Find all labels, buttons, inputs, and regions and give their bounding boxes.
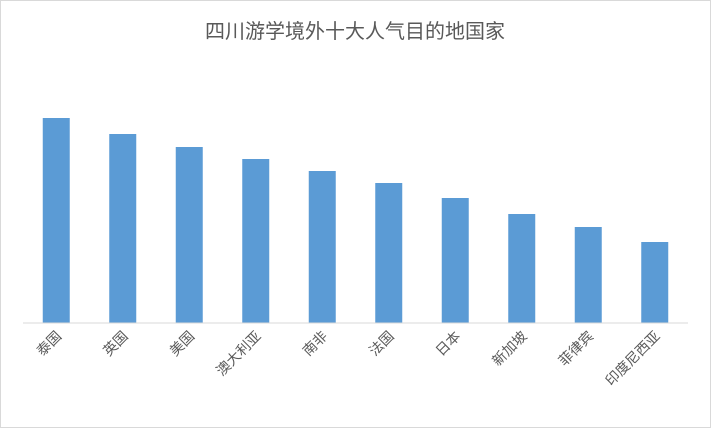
bar (441, 198, 469, 323)
bar (375, 183, 403, 323)
bar (109, 134, 137, 323)
bar (308, 171, 336, 323)
chart-title: 四川游学境外十大人气目的地国家 (205, 19, 505, 43)
bar (175, 147, 203, 323)
bar (508, 214, 536, 323)
bar (574, 227, 602, 323)
bar (42, 118, 70, 323)
bar (242, 159, 270, 323)
bar (641, 242, 669, 323)
